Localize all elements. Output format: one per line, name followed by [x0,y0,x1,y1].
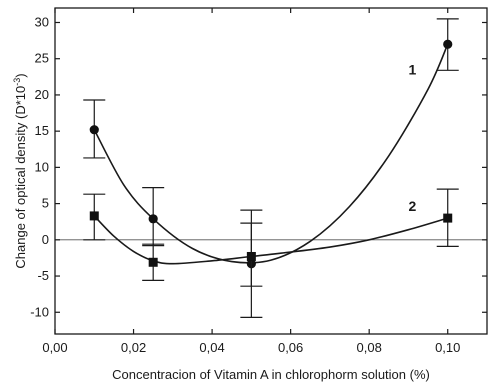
plot-frame [54,7,488,335]
x-tick-label: 0,02 [121,340,146,355]
y-tick-label: 25 [35,51,49,66]
series-2-point [246,251,256,261]
y-axis-title-main: Change of optical density (D*10 [13,86,28,269]
plot-area: 12 [55,18,487,318]
x-tick-label: 0,10 [435,340,460,355]
y-axis-title-close: ) [13,73,28,77]
series-1-label: 1 [408,62,416,78]
y-tick-label: 20 [35,87,49,102]
x-tick-label: 0,06 [278,340,303,355]
ticks: 0,00 0,02 0,04 0,06 0,08 0,10 -10 -5 0 5 10 15 20 25 3… [30,8,487,355]
series-1: 1 [83,18,459,318]
y-tick-label: 15 [35,123,49,138]
y-axis-title-superscript: -3 [12,78,22,86]
x-tick-label: 0,00 [42,340,67,355]
series-2: 2 [83,188,459,287]
series-1-point [148,214,158,224]
series-2-point [443,213,453,223]
series-2-label: 2 [408,198,416,214]
series-2-point [89,211,99,221]
x-tick-label: 0,08 [357,340,382,355]
y-tick-label: 0 [42,232,49,247]
series-1-point [443,39,453,49]
y-tick-label: 30 [35,14,49,29]
y-tick-label: -10 [30,304,49,319]
y-tick-label: -5 [37,268,49,283]
y-axis-title: Change of optical density (D*10-3) [12,73,28,268]
series-1-point [89,125,99,135]
series-1-curve [93,43,449,264]
y-tick-label: 5 [42,196,49,211]
x-tick-label: 0,04 [199,340,224,355]
x-axis-title: Concentracion of Vitamin A in chlorophor… [112,367,430,382]
axes [54,7,488,335]
y-tick-label: 10 [35,159,49,174]
series-2-curve [93,215,448,265]
series-2-point [148,257,158,267]
